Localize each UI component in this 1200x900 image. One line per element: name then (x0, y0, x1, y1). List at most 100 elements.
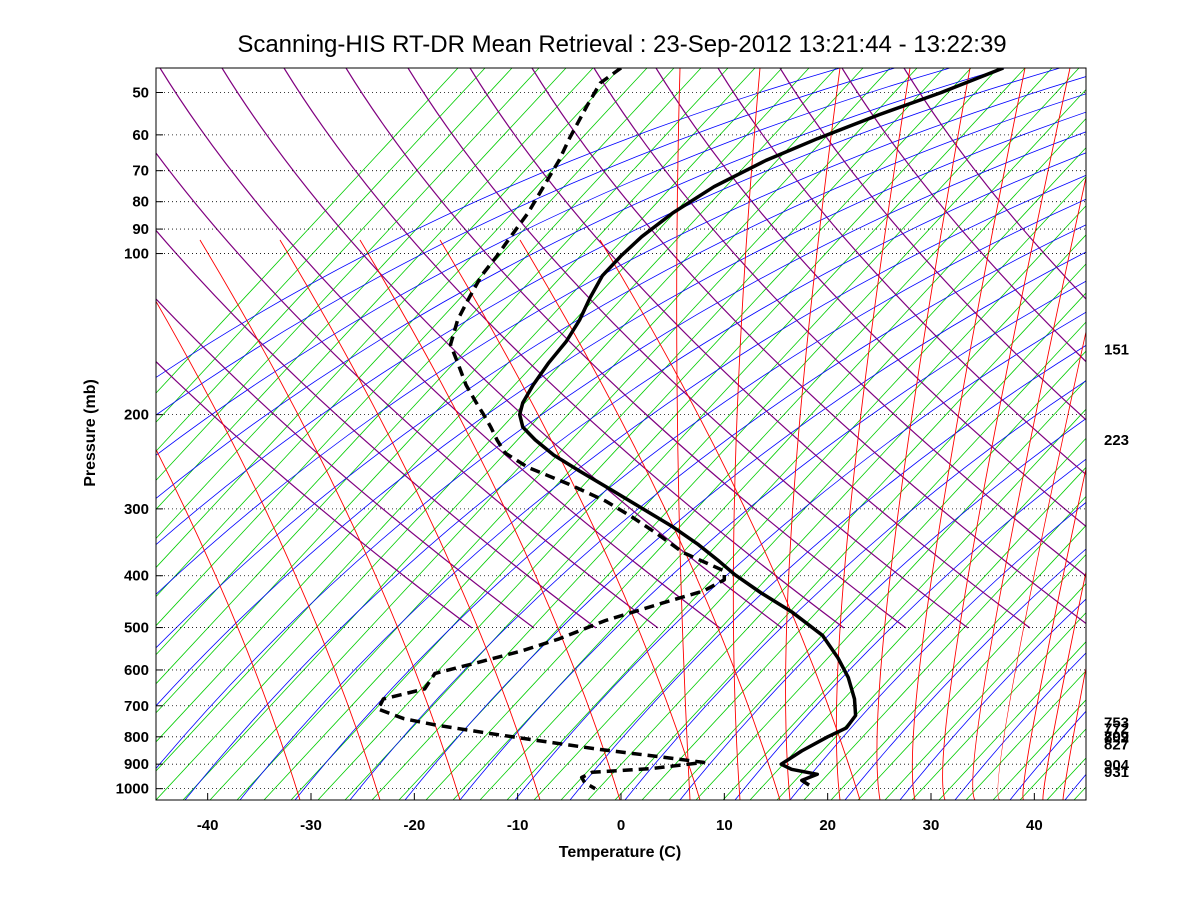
level-label: 904 (1104, 757, 1130, 774)
mixing-ratio-line (884, 583, 1086, 800)
moist-adiabat-line (732, 68, 761, 800)
mixing-ratio-line (776, 466, 1086, 800)
y-tick-label: 900 (124, 756, 149, 773)
mixing-ratio-line (263, 68, 945, 800)
y-tick-label: 100 (124, 246, 149, 263)
upper-purple-line (156, 298, 535, 629)
moist-adiabat-line (911, 68, 1026, 800)
x-axis-ticks: -40 -30 -20 -10 0 10 20 30 40 (197, 793, 1043, 834)
series-lines (376, 68, 1004, 791)
mixing-ratio-line (156, 68, 675, 627)
dry-adiabat-line (404, 251, 1086, 800)
mixing-ratio-line (803, 495, 1086, 800)
mixing-ratio-line (156, 68, 567, 510)
mixing-ratio-line (317, 68, 999, 800)
x-tick-label: -20 (403, 817, 425, 834)
dry-adiabat-line (734, 458, 1086, 800)
moist-adiabat-line (1022, 466, 1086, 800)
moist-adiabat-line (1042, 569, 1086, 800)
dry-adiabat-line (156, 68, 951, 456)
moist-adiabat-line (785, 68, 841, 800)
moist-adiabat-line (599, 239, 861, 800)
x-tick-label: -30 (300, 817, 322, 834)
mixing-ratio-line (156, 68, 648, 598)
y-tick-label: 300 (124, 501, 149, 518)
dry-adiabat-line (899, 598, 1086, 800)
level-label: 799 (1104, 729, 1129, 746)
mixing-ratio-line (156, 68, 621, 569)
y-tick-label: 600 (124, 662, 149, 679)
moist-adiabat-line (972, 175, 1086, 800)
mixing-ratio-line (290, 68, 972, 800)
chart-title: Scanning-HIS RT-DR Mean Retrieval : 23-S… (237, 31, 1006, 58)
mixing-ratio-line (749, 437, 1086, 800)
dry-adiabat-line (844, 548, 1086, 800)
y-tick-label: 800 (124, 729, 149, 746)
mixing-ratio-line (587, 263, 1086, 800)
mixing-ratio-line (156, 68, 810, 772)
upper-purple-line (841, 68, 1086, 363)
mixing-ratio-line (156, 68, 756, 714)
mixing-ratio-line (533, 205, 1086, 800)
mixing-ratio-line (156, 68, 540, 481)
upper-purple-line (779, 68, 1086, 421)
y-tick-label: 200 (124, 407, 149, 424)
mixing-ratio-line (156, 68, 702, 656)
mixing-ratio-line (965, 670, 1086, 800)
moist-adiabat-line (199, 239, 461, 800)
moist-adiabat-line (439, 239, 701, 800)
y-tick-label: 400 (124, 568, 149, 585)
dry-adiabat-line (156, 68, 1006, 499)
dry-adiabat-line (349, 224, 1086, 800)
x-tick-label: 30 (923, 817, 940, 834)
dry-adiabat-line (624, 380, 1086, 800)
x-tick-label: -10 (507, 817, 529, 834)
y-tick-label: 90 (132, 221, 149, 238)
y-tick-label: 50 (132, 84, 149, 101)
moist-adiabat-line (156, 300, 381, 800)
mixing-ratio-line (830, 524, 1086, 800)
y-tick-label: 1000 (116, 781, 149, 798)
mixing-ratio-line (425, 88, 1086, 800)
mixing-ratio-line (344, 68, 1026, 800)
dry-adiabat-line (294, 198, 1086, 800)
dry-adiabat-line (156, 68, 1061, 546)
level-label: 931 (1104, 764, 1129, 781)
moist-adiabat-line (359, 239, 621, 800)
mixing-ratio-line (641, 321, 1086, 800)
background-lines (156, 68, 1086, 800)
upper-purple-line (159, 68, 721, 629)
dry-adiabat-line (156, 131, 1086, 770)
level-label: 827 (1104, 737, 1129, 754)
upper-purple-line (593, 68, 1086, 577)
upper-purple-line (156, 229, 597, 629)
level-label: 753 (1104, 715, 1129, 732)
upper-purple-line (345, 68, 907, 629)
dry-adiabat-line (239, 174, 1086, 800)
x-tick-label: 10 (716, 817, 733, 834)
level-label: 151 (1104, 341, 1129, 358)
y-axis-ticks: 50 60 70 80 90 100 200 300 400 500 600 700 800 900 100… (116, 84, 163, 798)
y-tick-label: 500 (124, 620, 149, 637)
temperature-line (517, 68, 1004, 787)
mixing-ratio-line (236, 68, 918, 800)
mixing-ratio-line (156, 68, 459, 394)
mixing-ratio-line (938, 641, 1086, 800)
moist-adiabat-line (156, 448, 301, 800)
dry-adiabat-line (156, 93, 1086, 649)
upper-purple-line (717, 68, 1086, 476)
x-tick-label: 20 (819, 817, 836, 834)
upper-purple-line (156, 152, 659, 629)
upper-purple-line (156, 360, 473, 629)
mixing-ratio-line (695, 379, 1086, 800)
moist-adiabat-line (876, 68, 971, 800)
dewpoint-line (376, 68, 727, 791)
x-tick-label: 0 (617, 817, 625, 834)
mixing-ratio-line (156, 68, 513, 452)
y-tick-label: 60 (132, 127, 149, 144)
upper-purple-line (655, 68, 1086, 528)
x-axis-label: Temperature (C) (559, 844, 681, 861)
dry-adiabat-line (156, 68, 896, 416)
upper-purple-line (469, 68, 1031, 629)
